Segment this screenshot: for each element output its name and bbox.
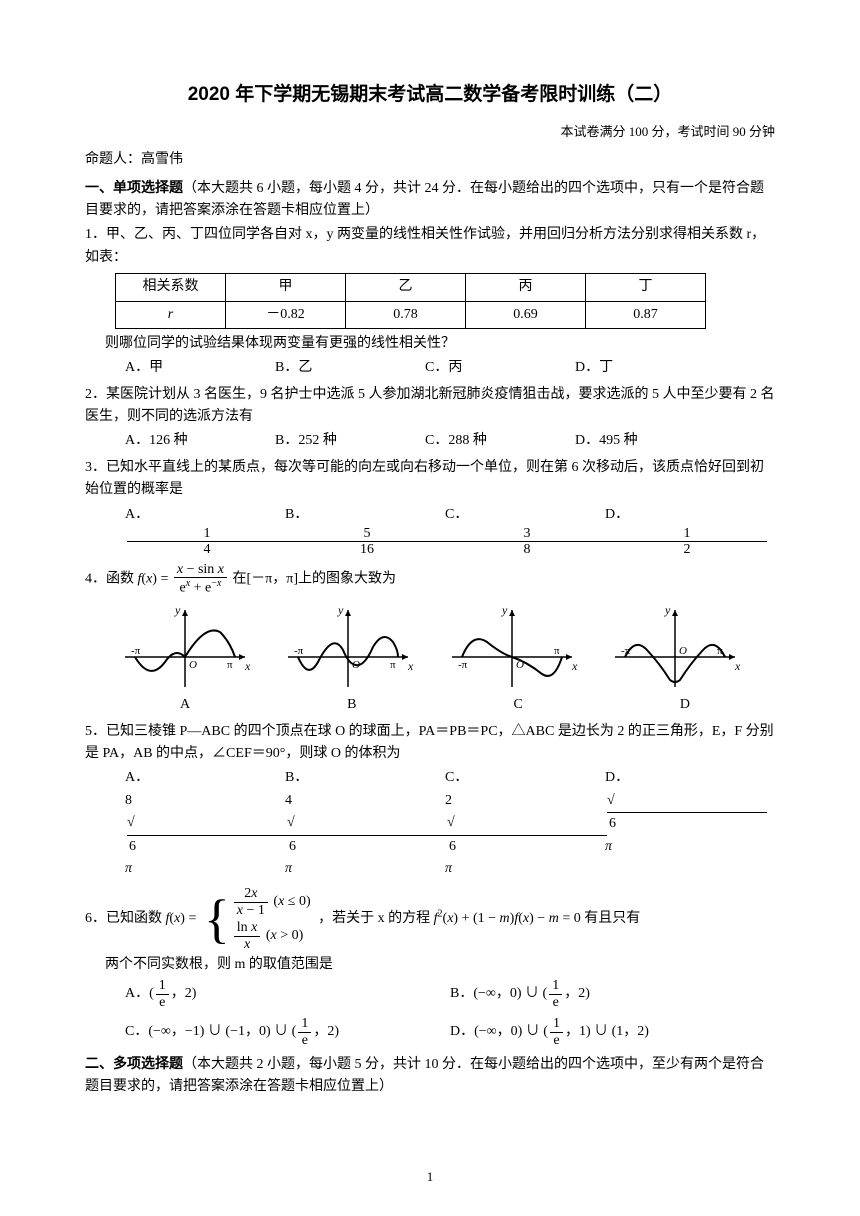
svg-text:O: O (679, 645, 687, 657)
q2-text: 2．某医院计划从 3 名医生，9 名护士中选派 5 人参加湖北新冠肺炎疫情狙击战… (85, 384, 775, 429)
svg-text:π: π (390, 659, 396, 671)
svg-text:y: y (337, 603, 344, 617)
author: 命题人：高雪伟 (85, 149, 775, 171)
graph-d: x y O -π π (605, 602, 745, 692)
exam-title: 2020 年下学期无锡期末考试高二数学备考限时训练（二） (85, 80, 775, 110)
svg-text:-π: -π (131, 645, 141, 657)
q1-text: 1．甲、乙、丙、丁四位同学各自对 x，y 两变量的线性相关性作试验，并用回归分析… (85, 224, 775, 269)
q4-graphs: x y O -π π x y O -π π x y O -π π x y O (85, 598, 775, 692)
section1-heading: 一、单项选择题（本大题共 6 小题，每小题 4 分，共计 24 分．在每小题给出… (85, 176, 775, 223)
svg-text:y: y (664, 603, 671, 617)
q6-text: 6．已知函数 f(x) = { 2xx − 1 (x ≤ 0) ln xx (x… (85, 886, 775, 952)
svg-text:-π: -π (294, 645, 304, 657)
svg-text:y: y (501, 603, 508, 617)
svg-text:π: π (554, 645, 560, 657)
q3-text: 3．已知水平直线上的某质点，每次等可能的向左或向右移动一个单位，则在第 6 次移… (85, 457, 775, 502)
svg-text:O: O (189, 659, 197, 671)
svg-text:x: x (734, 659, 741, 673)
q3-options: A．14 B．516 C．38 D．12 (85, 504, 775, 558)
page-number: 1 (0, 1167, 860, 1188)
graph-b: x y O -π π (278, 602, 418, 692)
section2-heading: 二、多项选择题（本大题共 2 小题，每小题 5 分，共计 10 分．在每小题给出… (85, 1052, 775, 1099)
q6-options: A．(1e，2) B．(−∞，0) ∪ (1e，2) C．(−∞，−1) ∪ (… (85, 978, 775, 1048)
svg-text:π: π (227, 659, 233, 671)
q1-after: 则哪位同学的试验结果体现两变量有更强的线性相关性？ (85, 333, 775, 355)
q6-after: 两个不同实数根，则 m 的取值范围是 (85, 954, 775, 976)
q5-options: A．86π B．46π C．26π D．6π (85, 767, 775, 880)
svg-text:x: x (571, 659, 578, 673)
svg-text:x: x (244, 659, 251, 673)
graph-c: x y O -π π (442, 602, 582, 692)
q1-options: A．甲 B．乙 C．丙 D．丁 (85, 357, 775, 379)
svg-text:y: y (174, 603, 181, 617)
svg-text:x: x (407, 659, 414, 673)
exam-subtitle: 本试卷满分 100 分，考试时间 90 分钟 (85, 122, 775, 143)
q4-text: 4．函数 f(x) = x − sin xex + e−x 在[－π，π]上的图… (85, 562, 775, 596)
q5-text: 5．已知三棱锥 P—ABC 的四个顶点在球 O 的球面上，PA＝PB＝PC，△A… (85, 721, 775, 766)
graph-a: x y O -π π (115, 602, 255, 692)
svg-text:-π: -π (458, 659, 468, 671)
q4-labels: A B C D (85, 694, 775, 716)
q2-options: A．126 种 B．252 种 C．288 种 D．495 种 (85, 430, 775, 452)
q1-table: 相关系数 甲 乙 丙 丁 r －0.82 0.78 0.69 0.87 (115, 273, 706, 329)
